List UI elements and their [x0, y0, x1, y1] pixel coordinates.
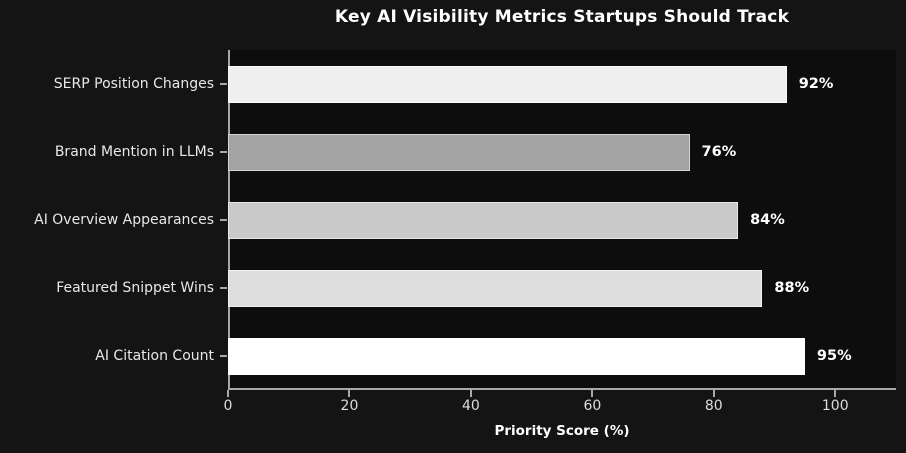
bar-4 — [228, 337, 805, 375]
y-tick-mark-1 — [220, 151, 227, 153]
category-label-2: AI Overview Appearances — [34, 212, 214, 228]
category-label-4: AI Citation Count — [95, 348, 214, 364]
bar-0 — [228, 65, 787, 103]
value-label-3: 88% — [774, 280, 810, 296]
y-tick-mark-3 — [220, 287, 227, 289]
value-label-4: 95% — [816, 348, 852, 364]
category-label-1: Brand Mention in LLMs — [54, 144, 214, 160]
x-tick-mark-4 — [712, 390, 715, 397]
x-tick-label-5: 100 — [821, 398, 849, 414]
value-label-1: 76% — [701, 144, 737, 160]
x-tick-label-0: 0 — [223, 398, 233, 414]
x-tick-mark-1 — [348, 390, 351, 397]
y-tick-mark-2 — [220, 219, 227, 221]
category-label-3: Featured Snippet Wins — [56, 280, 214, 296]
x-tick-label-2: 40 — [461, 398, 480, 414]
y-tick-mark-4 — [220, 355, 227, 357]
value-label-2: 84% — [750, 212, 785, 228]
x-tick-label-1: 20 — [340, 398, 359, 414]
x-tick-label-4: 80 — [704, 398, 723, 414]
value-label-0: 92% — [798, 76, 834, 92]
y-tick-mark-0 — [220, 83, 227, 85]
bar-3 — [228, 269, 763, 307]
bar-1 — [228, 133, 690, 171]
x-tick-mark-2 — [469, 390, 472, 397]
bar-2 — [228, 201, 739, 239]
x-axis-label: Priority Score (%) — [494, 423, 630, 439]
x-tick-mark-0 — [227, 390, 229, 397]
x-tick-mark-5 — [834, 390, 837, 397]
chart-title: Key AI Visibility Metrics Startups Shoul… — [334, 7, 790, 27]
category-label-0: SERP Position Changes — [53, 76, 214, 92]
x-tick-label-3: 60 — [583, 398, 602, 414]
x-tick-mark-3 — [591, 390, 594, 397]
